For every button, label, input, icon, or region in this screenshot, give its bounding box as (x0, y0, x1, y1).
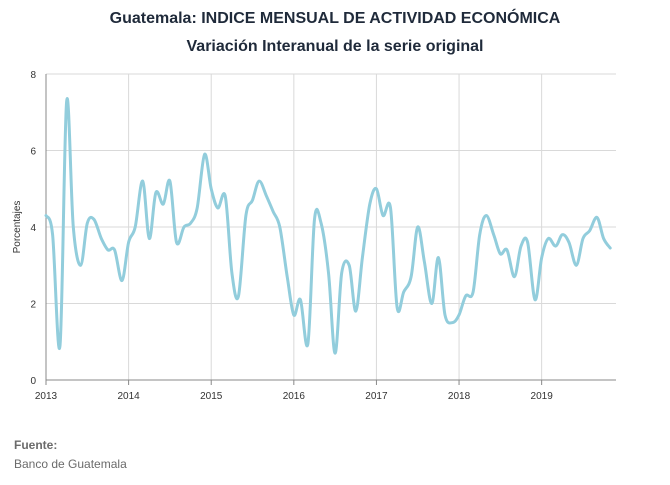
series-line (44, 97, 612, 355)
source-text: Banco de Guatemala (14, 457, 127, 471)
x-tick-label: 2014 (117, 391, 140, 402)
x-tick-label: 2017 (365, 391, 388, 402)
chart-subtitle: Variación Interanual de la serie origina… (186, 38, 484, 55)
grid (46, 73, 616, 380)
y-tick-label: 4 (30, 223, 36, 234)
x-tick-label: 2015 (200, 391, 223, 402)
x-tick-label: 2016 (283, 391, 306, 402)
y-tick-label: 8 (30, 70, 36, 81)
y-tick-labels: 0 2 4 6 8 (30, 70, 36, 387)
y-tick-label: 0 (30, 376, 36, 387)
x-tick-labels: 2013 2014 2015 2016 2017 2018 2019 (35, 391, 553, 402)
y-axis-label: Porcentajes (12, 201, 23, 254)
x-tick-label: 2013 (35, 391, 58, 402)
chart-title: Guatemala: INDICE MENSUAL DE ACTIVIDAD E… (109, 10, 561, 27)
y-tick-label: 2 (30, 300, 36, 311)
source-label: Fuente: (14, 438, 58, 452)
x-tick-label: 2019 (531, 391, 554, 402)
x-tick-label: 2018 (448, 391, 471, 402)
axes (45, 74, 616, 385)
y-tick-label: 6 (30, 147, 36, 158)
